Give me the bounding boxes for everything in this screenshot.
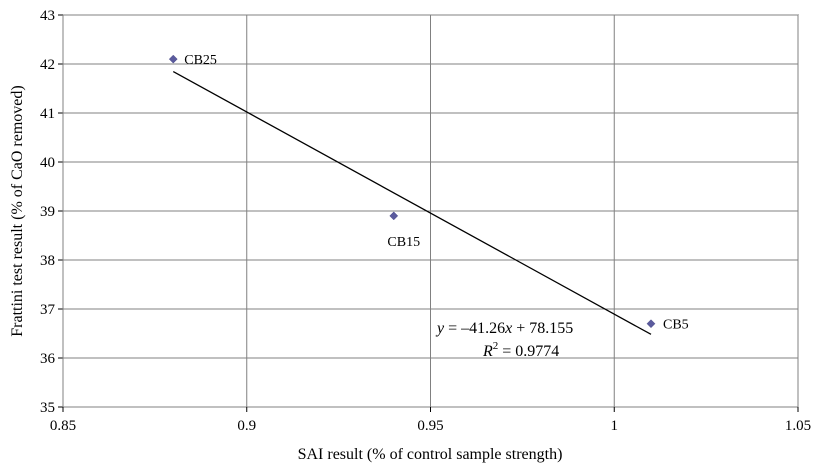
trendline-equation: y = –41.26x + 78.155 (435, 320, 573, 337)
y-tick-label: 36 (40, 351, 56, 367)
y-axis-title: Frattini test result (% of CaO removed) (9, 85, 26, 337)
gridlines (58, 14, 799, 412)
x-axis-title: SAI result (% of control sample strength… (298, 446, 563, 463)
y-tick-label: 35 (40, 400, 55, 416)
data-point-label: CB25 (184, 53, 217, 68)
y-tick-label: 41 (40, 106, 55, 122)
data-point-marker (646, 319, 656, 329)
data-point-marker (168, 54, 178, 64)
equation-coefficient: –41.26 (460, 320, 505, 337)
data-point-marker (389, 211, 399, 221)
trendline (172, 70, 652, 335)
data-point-label: CB15 (387, 235, 420, 250)
x-tick-label: 1 (611, 418, 619, 434)
tick-labels: 35 36 37 38 39 40 41 42 43 0.85 0.9 0.95 1 1.05 (40, 8, 811, 434)
x-tick-label: 1.05 (785, 418, 811, 434)
r-squared-label: R2 = 0.9774 (482, 340, 559, 360)
y-tick-label: 37 (40, 302, 56, 318)
x-tick-label: 0.85 (50, 418, 76, 434)
r-squared-value: = 0.9774 (498, 343, 559, 360)
y-tick-label: 40 (40, 155, 55, 171)
equation-y-var: y (435, 320, 445, 337)
y-tick-label: 42 (40, 57, 55, 73)
data-point-label: CB5 (663, 318, 689, 333)
equation-intercept: + 78.155 (512, 320, 573, 337)
equation-equals: = (444, 320, 461, 337)
y-tick-label: 43 (40, 8, 55, 24)
x-tick-label: 0.9 (237, 418, 256, 434)
equation-x-var: x (504, 320, 512, 337)
trendline-path (172, 70, 652, 335)
data-points: CB25 CB15 CB5 (168, 53, 689, 333)
y-tick-label: 39 (40, 204, 55, 220)
r-squared-exponent: 2 (493, 340, 499, 352)
x-tick-label: 0.95 (417, 418, 443, 434)
r-squared-var: R (482, 343, 493, 360)
y-tick-label: 38 (40, 253, 55, 269)
